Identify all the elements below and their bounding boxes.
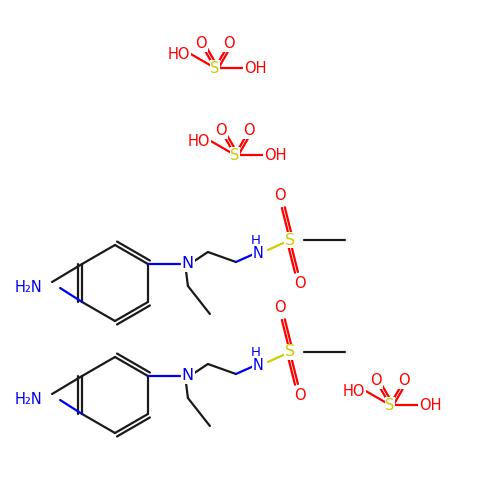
Text: O: O bbox=[294, 276, 306, 292]
Text: H: H bbox=[251, 233, 261, 247]
Text: O: O bbox=[215, 123, 227, 138]
Text: S: S bbox=[285, 344, 295, 360]
Text: HO: HO bbox=[342, 384, 365, 399]
Text: S: S bbox=[230, 148, 240, 162]
Text: N: N bbox=[182, 256, 194, 272]
Text: H₂N: H₂N bbox=[14, 281, 42, 296]
Text: N: N bbox=[252, 358, 263, 374]
Text: HO: HO bbox=[187, 134, 210, 148]
Text: O: O bbox=[243, 123, 255, 138]
Text: N: N bbox=[252, 247, 263, 262]
Text: OH: OH bbox=[264, 148, 286, 162]
Text: H: H bbox=[251, 345, 261, 358]
Text: O: O bbox=[398, 373, 410, 388]
Text: S: S bbox=[385, 398, 395, 412]
Text: O: O bbox=[223, 36, 235, 51]
Text: OH: OH bbox=[419, 398, 441, 412]
Text: S: S bbox=[210, 60, 220, 76]
Text: O: O bbox=[274, 189, 285, 204]
Text: N: N bbox=[182, 368, 194, 384]
Text: H₂N: H₂N bbox=[14, 392, 42, 408]
Text: O: O bbox=[274, 300, 285, 316]
Text: O: O bbox=[370, 373, 382, 388]
Text: HO: HO bbox=[168, 46, 190, 61]
Text: O: O bbox=[195, 36, 207, 51]
Text: OH: OH bbox=[244, 60, 266, 76]
Text: S: S bbox=[285, 232, 295, 248]
Text: O: O bbox=[294, 388, 306, 403]
